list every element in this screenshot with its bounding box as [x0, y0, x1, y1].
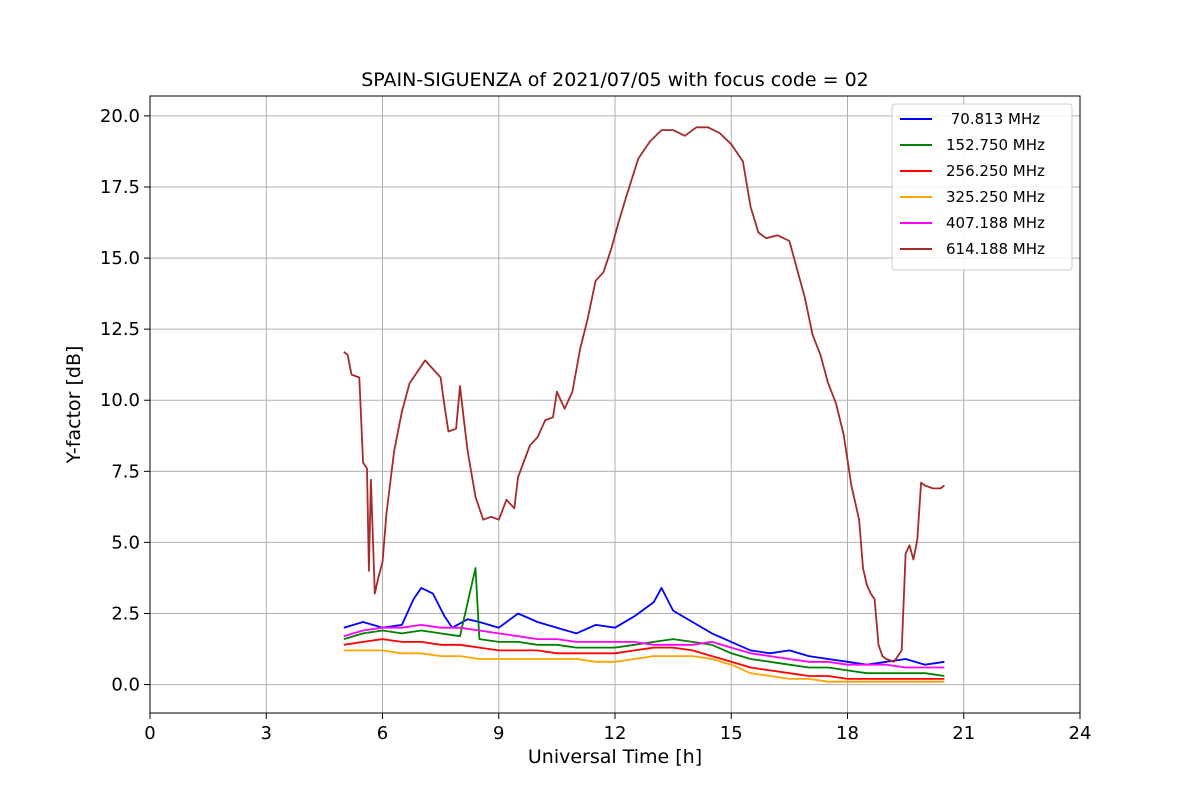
y-ticks: 0.0 2.5 5.0 7.5 10.0 12.5 15.0 17.5 20.0 [100, 106, 150, 696]
x-tick-label: 18 [836, 723, 859, 744]
x-tick-label: 6 [377, 723, 388, 744]
legend: 70.813 MHz 152.750 MHz 256.250 MHz 325.250 … [891, 103, 1073, 271]
y-tick-label: 7.5 [111, 461, 140, 482]
x-tick-label: 24 [1069, 723, 1092, 744]
series-line-4 [343, 649, 945, 683]
x-ticks: 0 3 6 9 12 15 18 21 24 [144, 713, 1091, 744]
legend-box [891, 103, 1073, 271]
y-tick-label: 12.5 [100, 319, 140, 340]
legend-label: 70.813 MHz [946, 110, 1040, 128]
y-tick-label: 2.5 [111, 603, 140, 624]
y-tick-label: 20.0 [100, 106, 140, 127]
x-axis-label: Universal Time [h] [528, 746, 702, 768]
legend-label: 256.250 MHz [946, 162, 1045, 180]
x-tick-label: 3 [261, 723, 272, 744]
chart-title: SPAIN-SIGUENZA of 2021/07/05 with focus … [361, 69, 869, 91]
x-tick-label: 9 [493, 723, 504, 744]
series-line-6 [343, 126, 945, 663]
legend-label: 325.250 MHz [946, 188, 1045, 206]
series-line-3 [343, 638, 945, 680]
legend-label: 407.188 MHz [946, 214, 1045, 232]
legend-label: 614.188 MHz [946, 240, 1045, 258]
series-line-2 [343, 567, 945, 677]
series-line-1 [343, 587, 945, 666]
y-tick-label: 5.0 [111, 532, 140, 553]
y-axis-label: Y-factor [dB] [63, 346, 85, 465]
legend-label: 152.750 MHz [946, 136, 1045, 154]
x-tick-label: 0 [144, 723, 155, 744]
series-group [343, 126, 945, 683]
x-tick-label: 12 [604, 723, 627, 744]
y-tick-label: 15.0 [100, 248, 140, 269]
y-tick-label: 0.0 [111, 675, 140, 696]
x-tick-label: 15 [720, 723, 743, 744]
series-line-5 [343, 624, 945, 669]
x-tick-label: 21 [952, 723, 975, 744]
y-tick-label: 17.5 [100, 177, 140, 198]
y-tick-label: 10.0 [100, 390, 140, 411]
